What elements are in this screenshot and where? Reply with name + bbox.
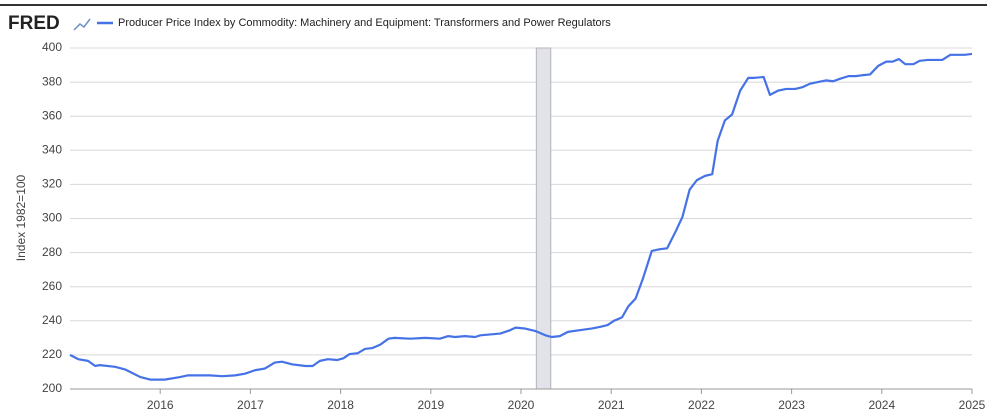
y-tick-label: 400 (42, 40, 62, 54)
logo: FRED (8, 13, 60, 34)
y-tick-label: 260 (42, 279, 62, 293)
x-tick-label: 2023 (778, 398, 805, 412)
y-tick-label: 380 (42, 74, 62, 88)
y-tick-label: 200 (42, 381, 62, 395)
x-tick-label: 2025 (959, 398, 986, 412)
x-tick-label: 2017 (237, 398, 264, 412)
y-tick-label: 300 (42, 211, 62, 225)
x-tick-label: 2022 (688, 398, 715, 412)
x-tick-label: 2024 (868, 398, 895, 412)
y-tick-label: 220 (42, 347, 62, 361)
y-axis-label: Index 1982=100 (14, 174, 28, 261)
y-tick-label: 340 (42, 142, 62, 156)
y-tick-label: 360 (42, 108, 62, 122)
x-tick-label: 2018 (327, 398, 354, 412)
recession-shade (535, 47, 552, 390)
x-tick-label: 2020 (508, 398, 535, 412)
line-series (69, 52, 973, 381)
x-tick-label: 2021 (598, 398, 625, 412)
x-tick-label: 2016 (147, 398, 174, 412)
y-tick-label: 240 (42, 313, 62, 327)
x-tick-label: 2019 (417, 398, 444, 412)
y-tick-label: 280 (42, 245, 62, 259)
legend-label: Producer Price Index by Commodity: Machi… (118, 17, 611, 29)
y-tick-label: 320 (42, 177, 62, 191)
logo-icon (73, 18, 91, 31)
